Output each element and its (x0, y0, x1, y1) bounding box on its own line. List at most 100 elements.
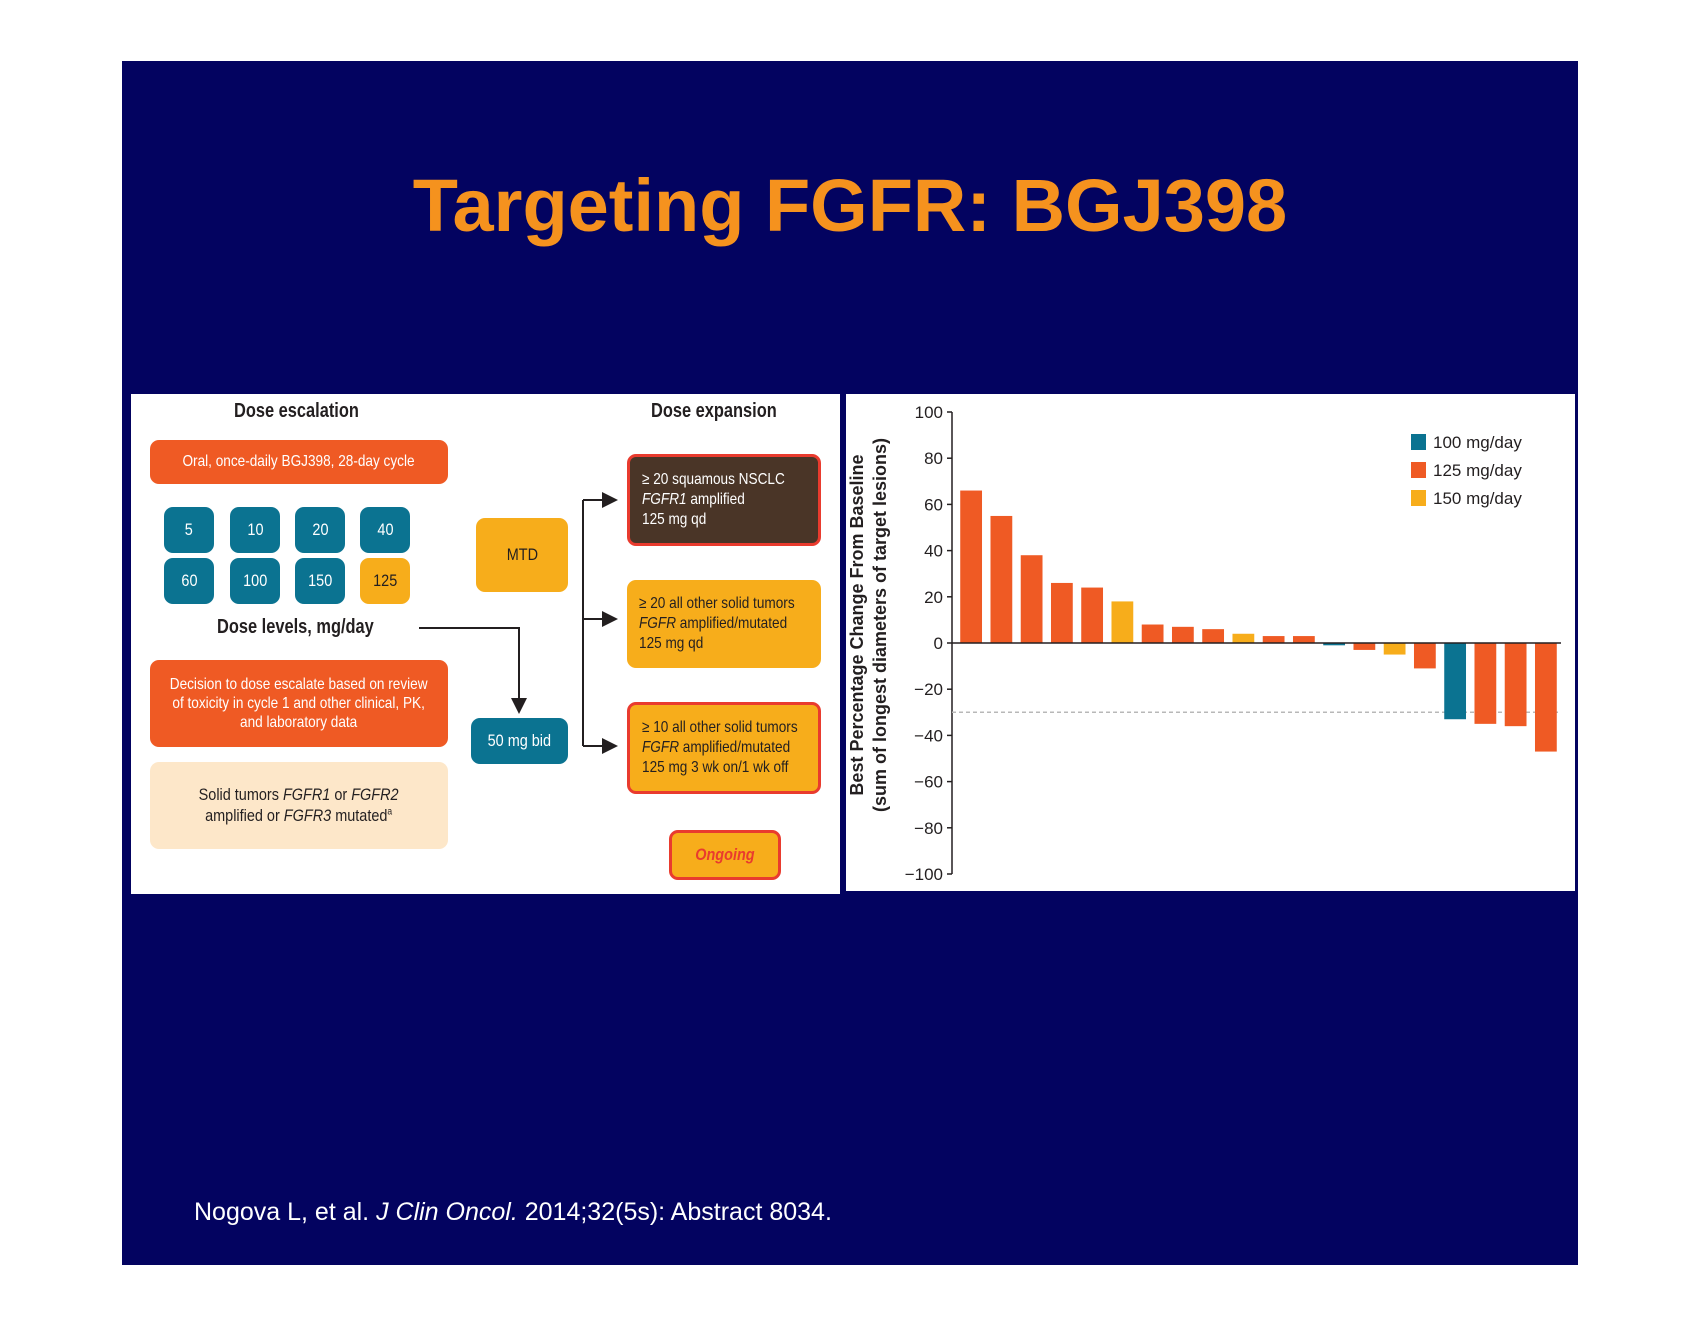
y-tick-label: 20 (924, 588, 943, 607)
bar (990, 515, 1013, 643)
dose-level-20-text: 20 (311, 519, 329, 539)
dose-level-40-text: 40 (376, 519, 394, 539)
dose-level-150: 150 (295, 558, 345, 604)
decision-line-2: of toxicity in cycle 1 and other clinica… (172, 694, 426, 712)
exp1-line2: amplified (686, 491, 745, 508)
citation-details: 2014;32(5s): Abstract 8034. (524, 1198, 832, 1226)
dose-level-150-text: 150 (307, 570, 333, 590)
bar (1232, 633, 1255, 643)
bar (1020, 555, 1043, 643)
bar (1534, 643, 1557, 752)
oral-dosing-text: Oral, once-daily BGJ398, 28-day cycle (182, 453, 416, 471)
bar (1413, 643, 1436, 669)
exp2-line3: 125 mg qd (639, 635, 704, 652)
study-design-panel: Dose escalation Dose expansion Oral, onc… (131, 394, 840, 894)
exp3-gene: FGFR (642, 739, 680, 756)
gene-fgfr1: FGFR1 (283, 785, 331, 805)
exp2-gene: FGFR (639, 615, 677, 632)
legend-swatch (1411, 490, 1426, 506)
dose-levels-label: Dose levels, mg/day (217, 616, 374, 638)
bar (1323, 643, 1346, 646)
dose-level-10-text: 10 (246, 519, 264, 539)
bar (1383, 643, 1406, 655)
bar (1262, 636, 1285, 643)
bar (1353, 643, 1376, 650)
footnote-marker: a (387, 805, 393, 817)
legend: 100 mg/day 125 mg/day 150 mg/day (1411, 433, 1522, 508)
slide-title: Targeting FGFR: BGJ398 (412, 164, 1288, 247)
y-axis: 100 80 60 40 20 0 −20 −40 −60 −80 −100 (905, 403, 953, 884)
y-tick-label: −80 (914, 819, 943, 838)
bar (1474, 643, 1497, 724)
y-tick-label: −40 (914, 726, 943, 745)
y-tick-label: 100 (915, 403, 943, 422)
dose-level-10: 10 (230, 507, 280, 553)
bar (1292, 636, 1315, 643)
exp1-line1: ≥ 20 squamous NSCLC (642, 471, 785, 488)
citation: Nogova L, et al. J Clin Oncol. 2014;32(5… (194, 1198, 832, 1227)
tumors-text-1: Solid tumors (199, 785, 284, 805)
bid-dose-text: 50 mg bid (487, 730, 552, 750)
bar (1504, 643, 1527, 727)
citation-authors: Nogova L, et al. (194, 1198, 370, 1226)
bar (1171, 626, 1194, 643)
tumor-eligibility-box: Solid tumors FGFR1 or FGFR2 amplified or… (150, 762, 448, 849)
tumors-text-3: amplified or (205, 805, 285, 825)
ongoing-badge: Ongoing (669, 830, 781, 880)
bar (1111, 601, 1134, 643)
decision-line-3: and laboratory data (240, 714, 358, 732)
citation-journal: J Clin Oncol. (376, 1198, 518, 1226)
gene-fgfr3: FGFR3 (284, 805, 332, 825)
y-axis-title: Best Percentage Change From Baseline (su… (847, 438, 890, 812)
expansion-solid-qd-box: ≥ 20 all other solid tumors FGFR amplifi… (627, 580, 821, 668)
dose-level-60-text: 60 (180, 570, 198, 590)
y-axis-title-line1: Best Percentage Change From Baseline (847, 454, 867, 795)
gene-fgfr2: FGFR2 (351, 785, 399, 805)
exp2-line2: amplified/mutated (676, 615, 788, 632)
ongoing-text: Ongoing (695, 844, 755, 864)
arrow-to-bid (419, 627, 527, 714)
expansion-solid-qd-text: ≥ 20 all other solid tumors FGFR amplifi… (639, 594, 795, 654)
y-tick-label: 40 (924, 542, 943, 561)
bar (1141, 624, 1164, 643)
exp1-line3: 125 mg qd (642, 511, 707, 528)
y-tick-label: −20 (914, 680, 943, 699)
expansion-solid-intermittent-text: ≥ 10 all other solid tumors FGFR amplifi… (642, 718, 798, 778)
tumors-text-2: or (330, 785, 352, 805)
dose-expansion-header: Dose expansion (651, 400, 777, 422)
waterfall-chart: Best Percentage Change From Baseline (su… (847, 403, 1561, 884)
dose-level-60: 60 (164, 558, 214, 604)
y-tick-label: 0 (934, 634, 943, 653)
exp3-line3: 125 mg 3 wk on/1 wk off (642, 759, 789, 776)
bars-group (960, 490, 1557, 752)
dose-level-40: 40 (360, 507, 410, 553)
legend-swatch (1411, 434, 1426, 450)
waterfall-chart-panel: Best Percentage Change From Baseline (su… (846, 394, 1575, 891)
dose-level-125-text: 125 (372, 570, 398, 590)
tumor-eligibility-text: Solid tumors FGFR1 or FGFR2 amplified or… (199, 785, 399, 826)
bar (1202, 629, 1225, 643)
mtd-box: MTD (476, 518, 568, 592)
dose-level-100-text: 100 (242, 570, 268, 590)
decision-line-1: Decision to dose escalate based on revie… (170, 675, 428, 693)
expansion-solid-intermittent-box: ≥ 10 all other solid tumors FGFR amplifi… (627, 702, 821, 794)
bar (1081, 587, 1104, 643)
y-tick-label: −100 (905, 865, 943, 884)
dose-level-125: 125 (360, 558, 410, 604)
y-tick-label: 60 (924, 495, 943, 514)
y-tick-label: −60 (914, 773, 943, 792)
dose-level-5-text: 5 (184, 519, 194, 539)
bar (1444, 643, 1467, 720)
oral-dosing-box: Oral, once-daily BGJ398, 28-day cycle (150, 440, 448, 484)
dose-level-20: 20 (295, 507, 345, 553)
bar (1050, 582, 1073, 643)
legend-label: 150 mg/day (1433, 489, 1522, 508)
exp3-line2: amplified/mutated (679, 739, 791, 756)
exp3-line1: ≥ 10 all other solid tumors (642, 719, 798, 736)
expansion-nsclc-text: ≥ 20 squamous NSCLC FGFR1 amplified 125 … (642, 470, 785, 530)
exp2-line1: ≥ 20 all other solid tumors (639, 595, 795, 612)
tumors-text-4: mutated (331, 805, 388, 825)
expansion-nsclc-box: ≥ 20 squamous NSCLC FGFR1 amplified 125 … (627, 454, 821, 546)
y-tick-label: 80 (924, 449, 943, 468)
decision-text: Decision to dose escalate based on revie… (170, 675, 428, 733)
